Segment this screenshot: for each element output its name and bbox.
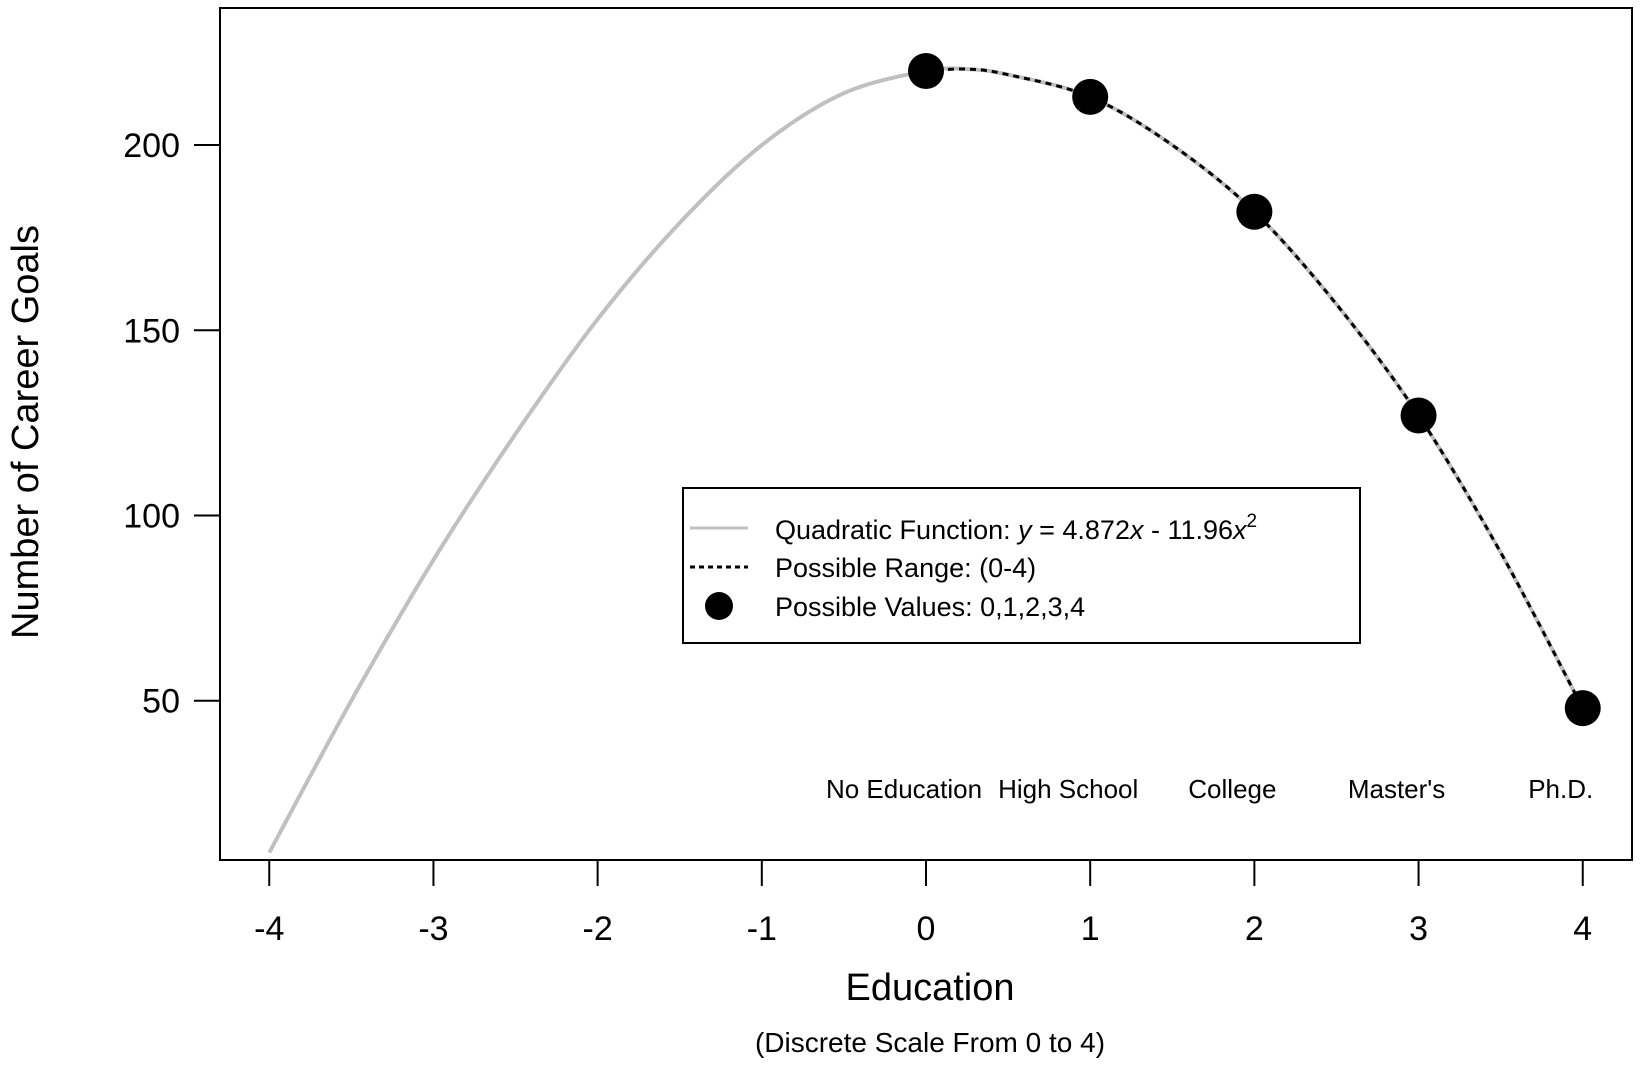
y-tick-label: 200 [123,127,180,165]
data-point [1564,690,1601,727]
x-tick-label: 4 [1573,910,1592,948]
plot-frame [219,7,1633,861]
category-label: Master's [1348,774,1445,804]
legend-quadratic-y: y [1016,515,1033,545]
axes: -4 -3 -2 -1 0 1 2 3 4 50 100 150 200 [123,7,1633,948]
data-point [908,52,944,89]
legend-quadratic-minus: - 11.96 [1143,515,1233,545]
legend-range-label: Possible Range: (0-4) [775,553,1036,583]
data-point [1236,193,1273,230]
legend-point-swatch [705,592,733,620]
x-tick-label: 2 [1245,910,1264,948]
legend: Quadratic Function: y = 4.872x - 11.96x2… [682,487,1361,644]
x-tick-label: 1 [1081,910,1100,948]
plot-area [267,52,1601,854]
x-tick-label: -4 [254,910,284,948]
legend-quadratic-label: Quadratic Function: y = 4.872x - 11.96x2 [775,511,1257,545]
x-axis-subtitle: (Discrete Scale From 0 to 4) [755,1027,1105,1058]
x-tick-label: 3 [1409,910,1428,948]
legend-quadratic-exp: 2 [1247,511,1258,532]
y-tick-label: 100 [123,497,180,535]
category-label: College [1188,774,1276,804]
x-tick-label: 0 [917,910,936,948]
category-label: Ph.D. [1528,774,1593,804]
legend-quadratic-mid: = 4.872 [1032,515,1130,545]
category-label: No Education [826,774,982,804]
quadratic-curve [267,66,1585,854]
legend-values-label: Possible Values: 0,1,2,3,4 [775,592,1085,622]
category-label: High School [998,774,1138,804]
y-axis-title: Number of Career Goals [5,225,47,639]
category-labels: No Education High School College Master's Ph… [826,774,1593,804]
data-point [1072,78,1109,115]
data-point [1400,397,1437,434]
possible-range-line [925,67,1585,709]
y-tick-label: 150 [123,312,180,350]
x-tick-label: -3 [418,910,448,948]
legend-quadratic-x1: x [1128,515,1145,545]
legend-quadratic-prefix: Quadratic Function: [775,515,1018,545]
x-tick-label: -1 [747,910,777,948]
legend-box [682,487,1361,644]
x-axis-title: Education [845,967,1014,1009]
x-tick-label: -2 [583,910,613,948]
y-tick-label: 50 [142,683,180,721]
legend-quadratic-x2: x [1231,515,1248,545]
